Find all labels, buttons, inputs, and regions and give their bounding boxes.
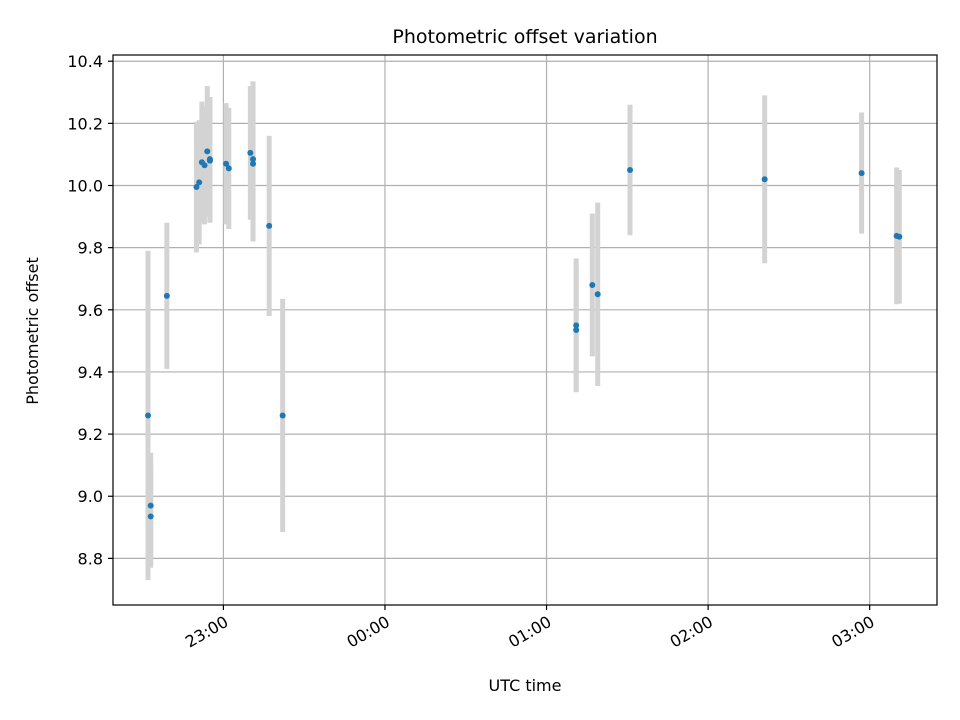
x-tick-label: 03:00 [828,612,877,652]
y-axis-label: Photometric offset [23,257,42,405]
y-tick-label: 9.4 [78,363,103,382]
data-point [573,327,580,333]
data-point [573,322,580,329]
data-point [201,162,208,169]
data-points [145,148,903,520]
x-axis-label: UTC time [489,676,562,695]
data-point [196,179,203,186]
y-tick-label: 9.8 [78,239,103,258]
y-tick-label: 9.0 [78,487,103,506]
data-point [250,156,257,163]
y-tick-label: 10.2 [67,114,103,133]
data-point [247,149,254,156]
data-point [193,184,200,191]
data-point [761,176,768,183]
error-bars [145,81,902,581]
x-tick-label: 23:00 [182,612,231,652]
x-tick-label: 02:00 [667,612,716,652]
y-tick-label: 9.2 [78,425,103,444]
grid [113,55,937,605]
plot-frame [112,54,938,606]
data-point [223,160,230,167]
data-point [589,281,596,288]
y-axis-ticks: 8.8 9.0 9.2 9.4 9.6 9.8 10.0 10.2 10.4 [67,52,113,568]
y-tick-label: 10.0 [67,177,103,196]
x-tick-label: 00:00 [344,612,393,652]
data-point [147,513,154,520]
data-point [163,292,170,299]
data-point [225,165,232,172]
data-point [627,166,634,173]
data-point [594,291,601,298]
data-point [250,160,257,167]
y-tick-label: 8.8 [78,549,103,568]
y-tick-label: 10.4 [67,52,103,71]
data-point [147,502,154,509]
data-point [204,148,211,155]
x-axis-ticks: 23:00 00:00 01:00 02:00 03:00 [182,605,878,652]
data-point [145,412,152,419]
chart-title: Photometric offset variation [392,26,657,48]
y-tick-label: 9.6 [78,301,103,320]
data-point [896,233,903,240]
data-point [206,156,213,163]
data-point [279,412,286,419]
x-tick-label: 01:00 [505,612,554,652]
data-point [858,170,865,177]
data-point [266,222,273,229]
